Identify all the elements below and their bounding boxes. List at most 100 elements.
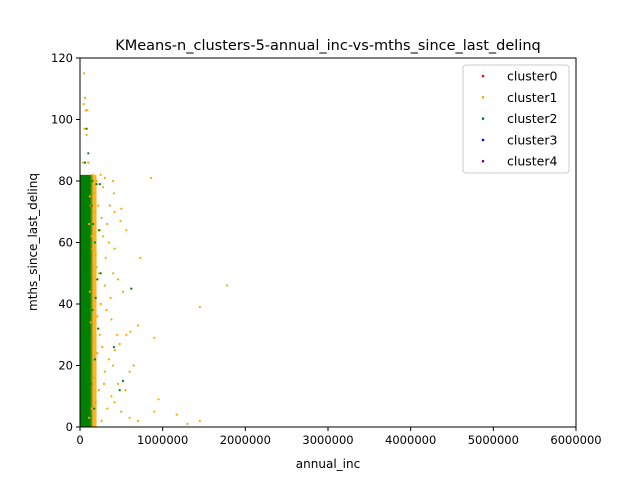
- point-cluster2-21: [94, 296, 97, 299]
- legend-marker-cluster0: [481, 74, 485, 78]
- point-cluster1-50: [112, 364, 115, 367]
- point-cluster1-78: [96, 315, 99, 318]
- legend-label-cluster2: cluster2: [507, 111, 557, 126]
- point-cluster1-48: [113, 349, 116, 352]
- point-cluster1-61: [136, 419, 139, 422]
- point-cluster1-4: [86, 109, 89, 112]
- point-cluster1-6: [85, 133, 88, 136]
- point-cluster2-9: [121, 379, 125, 382]
- point-cluster1-22: [125, 229, 128, 232]
- point-cluster2-14: [92, 222, 95, 226]
- point-cluster1-37: [99, 302, 102, 306]
- y-tick-label: 80: [58, 174, 73, 188]
- point-cluster1-24: [107, 241, 110, 244]
- point-cluster1-46: [153, 336, 156, 339]
- point-cluster1-8: [87, 161, 90, 164]
- point-cluster1-54: [128, 370, 131, 373]
- point-cluster1-34: [121, 290, 125, 293]
- point-cluster1-42: [116, 333, 119, 336]
- point-cluster1-0: [83, 72, 86, 75]
- point-cluster2-13: [96, 278, 99, 281]
- point-cluster1-18: [100, 216, 103, 219]
- point-cluster1-60: [128, 416, 131, 419]
- point-cluster1-64: [175, 413, 178, 416]
- point-cluster2-6: [93, 241, 96, 244]
- point-cluster1-52: [116, 382, 120, 385]
- point-cluster1-35: [109, 296, 112, 299]
- point-cluster1-55: [132, 364, 135, 367]
- point-cluster2-17: [97, 327, 100, 330]
- point-cluster1-89: [112, 192, 115, 195]
- point-cluster2-11: [91, 309, 94, 312]
- point-cluster1-71: [97, 389, 101, 392]
- point-cluster1-28: [104, 256, 107, 259]
- point-cluster1-87: [106, 407, 109, 410]
- legend-box: [462, 64, 570, 174]
- point-cluster1-57: [110, 395, 113, 398]
- point-cluster2-5: [98, 183, 101, 186]
- point-cluster1-19: [106, 222, 109, 226]
- point-cluster2-18: [93, 407, 96, 410]
- point-cluster1-75: [100, 419, 103, 422]
- point-cluster1-73: [90, 407, 93, 410]
- point-cluster1-40: [105, 309, 108, 312]
- plot-frame: [79, 57, 577, 428]
- point-cluster1-7: [82, 161, 85, 164]
- point-cluster1-33: [116, 278, 120, 281]
- point-cluster2-0: [85, 127, 88, 130]
- y-tick-label: 60: [58, 236, 73, 250]
- point-cluster1-49: [107, 358, 110, 361]
- legend-label-cluster4: cluster4: [507, 154, 558, 169]
- point-cluster2-15: [89, 382, 92, 385]
- point-cluster1-32: [112, 272, 115, 275]
- point-cluster1-83: [94, 253, 97, 256]
- point-cluster1-56: [124, 389, 127, 392]
- point-cluster1-58: [113, 401, 116, 404]
- legend-marker-cluster4: [481, 159, 485, 163]
- point-cluster1-51: [103, 370, 106, 373]
- data-points: [82, 72, 229, 425]
- point-cluster1-47: [118, 342, 121, 346]
- point-cluster1-81: [93, 192, 96, 195]
- y-tick-label: 40: [58, 297, 73, 311]
- point-cluster1-13: [112, 179, 115, 183]
- point-cluster2-8: [112, 346, 115, 349]
- point-cluster1-21: [120, 207, 123, 210]
- legend: cluster0 cluster1 cluster2 cluster3 cluster4: [462, 64, 570, 174]
- point-cluster1-9: [91, 173, 94, 176]
- x-tick-label: 1000000: [137, 433, 188, 447]
- point-cluster1-44: [129, 330, 132, 333]
- y-axis-label: mths_since_last_delinq: [26, 173, 40, 311]
- point-cluster1-3: [84, 109, 87, 112]
- legend-label-cluster0: cluster0: [507, 69, 558, 84]
- point-cluster1-30: [91, 247, 94, 250]
- point-cluster2-10: [118, 389, 121, 392]
- point-cluster1-70: [93, 376, 96, 379]
- x-axis-ticks: 0 1000000 2000000 3000000 4000000 5000000 6000…: [76, 427, 602, 447]
- point-cluster1-84: [98, 333, 101, 336]
- point-cluster1-59: [120, 410, 123, 413]
- point-cluster1-77: [92, 278, 95, 281]
- point-cluster1-29: [139, 256, 142, 259]
- x-tick-label: 4000000: [385, 433, 436, 447]
- point-cluster1-90: [102, 186, 105, 189]
- point-cluster1-68: [92, 339, 95, 342]
- point-cluster1-39: [198, 306, 201, 309]
- point-cluster1-63: [157, 398, 160, 401]
- dense-band-cluster2: [80, 174, 91, 427]
- point-cluster1-1: [83, 96, 87, 100]
- point-cluster1-69: [96, 352, 99, 355]
- y-tick-label: 20: [58, 359, 73, 373]
- y-tick-label: 120: [51, 51, 73, 65]
- dense-band-overlap: [89, 174, 93, 427]
- y-tick-label: 0: [66, 420, 73, 434]
- x-tick-label: 6000000: [550, 433, 601, 447]
- point-cluster1-23: [119, 219, 122, 223]
- x-tick-label: 3000000: [302, 433, 353, 447]
- point-cluster1-72: [94, 401, 97, 404]
- point-cluster2-7: [130, 287, 133, 290]
- x-tick-label: 5000000: [468, 433, 519, 447]
- point-cluster1-86: [102, 382, 106, 385]
- chart-title: KMeans-n_clusters-5-annual_inc-vs-mths_s…: [115, 38, 541, 54]
- point-cluster2-4: [95, 183, 98, 186]
